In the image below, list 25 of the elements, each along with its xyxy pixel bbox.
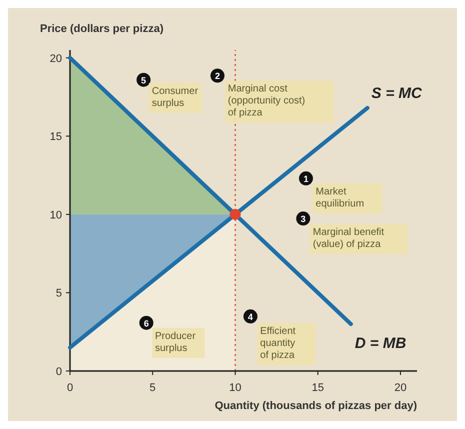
annotation: Marginal cost (opportunity cost) of pizza <box>228 84 306 119</box>
x-axis-title: Quantity (thousands of pizzas per day) <box>214 400 418 412</box>
annotation: Market equilibrium <box>316 186 364 210</box>
annotation: 3 <box>300 214 306 224</box>
annotation: 4 <box>248 312 253 322</box>
series-label: S = MC <box>371 84 424 102</box>
annotation: 6 <box>144 318 149 328</box>
annotation: Marginal benefit (value) of pizza <box>312 227 384 250</box>
annotation: 1 <box>303 174 308 184</box>
x-tick-label: 0 <box>66 382 74 394</box>
annotation: Producer surplus <box>155 330 196 354</box>
annotation: Efficient quantity of pizza <box>260 326 296 362</box>
y-tick-label: 20 <box>50 52 62 65</box>
y-tick-label: 10 <box>50 209 62 222</box>
x-tick-label: 20 <box>394 382 407 394</box>
x-tick-label: 5 <box>150 382 156 394</box>
y-axis-title: Price (dollars per pizza) <box>40 23 164 35</box>
y-tick-label: 0 <box>56 366 62 378</box>
annotation: 2 <box>214 71 220 82</box>
x-tick-label: 15 <box>312 382 324 394</box>
y-tick-label: 5 <box>56 288 62 300</box>
annotation: 5 <box>141 75 146 86</box>
x-tick-label: 10 <box>229 382 242 394</box>
series-label: D = MB <box>354 335 406 352</box>
y-tick-label: 15 <box>50 131 62 144</box>
